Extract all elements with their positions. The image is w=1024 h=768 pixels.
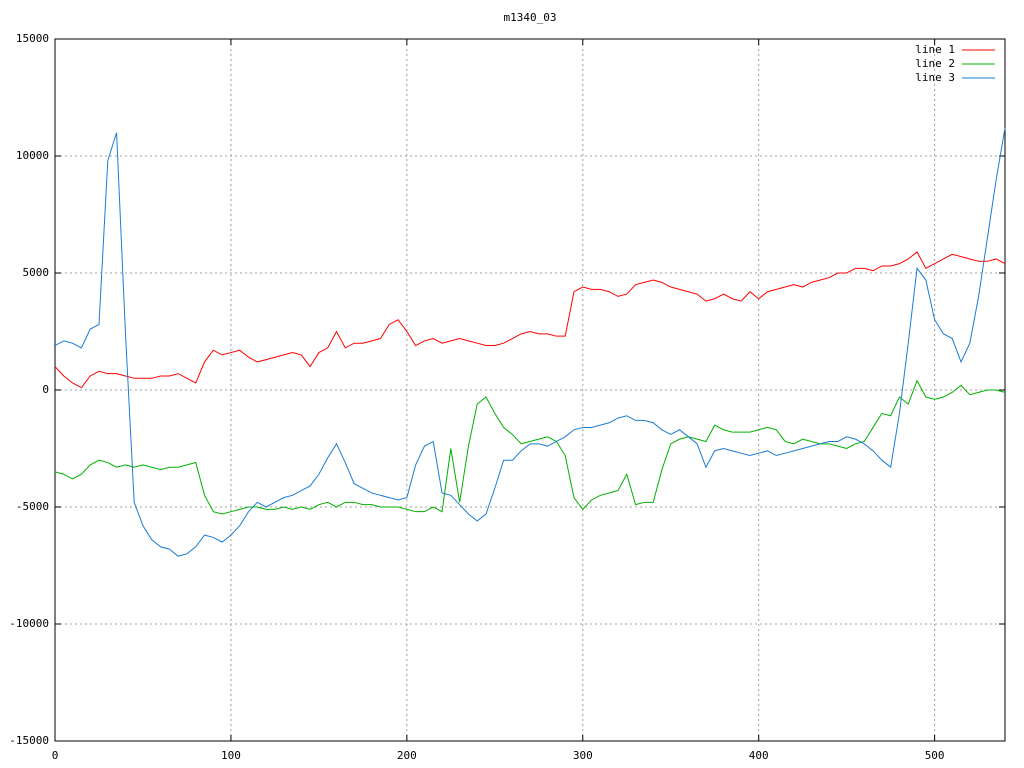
- x-tick-label: 200: [397, 749, 417, 762]
- legend-label: line 3: [915, 71, 955, 84]
- y-tick-label: -15000: [9, 734, 49, 747]
- y-tick-label: 15000: [16, 32, 49, 45]
- x-tick-label: 500: [925, 749, 945, 762]
- y-tick-label: 0: [42, 383, 49, 396]
- x-tick-label: 300: [573, 749, 593, 762]
- x-tick-label: 100: [221, 749, 241, 762]
- legend-label: line 2: [915, 57, 955, 70]
- y-tick-label: -5000: [16, 500, 49, 513]
- chart-title: m1340_03: [504, 11, 557, 24]
- y-tick-label: 10000: [16, 149, 49, 162]
- y-tick-label: 5000: [23, 266, 50, 279]
- data-line: [54, 127, 1006, 557]
- y-tick-label: -10000: [9, 617, 49, 630]
- x-tick-label: 0: [52, 749, 59, 762]
- x-tick-label: 400: [749, 749, 769, 762]
- data-line: [54, 251, 1006, 389]
- legend-label: line 1: [915, 43, 955, 56]
- data-line: [54, 379, 1006, 515]
